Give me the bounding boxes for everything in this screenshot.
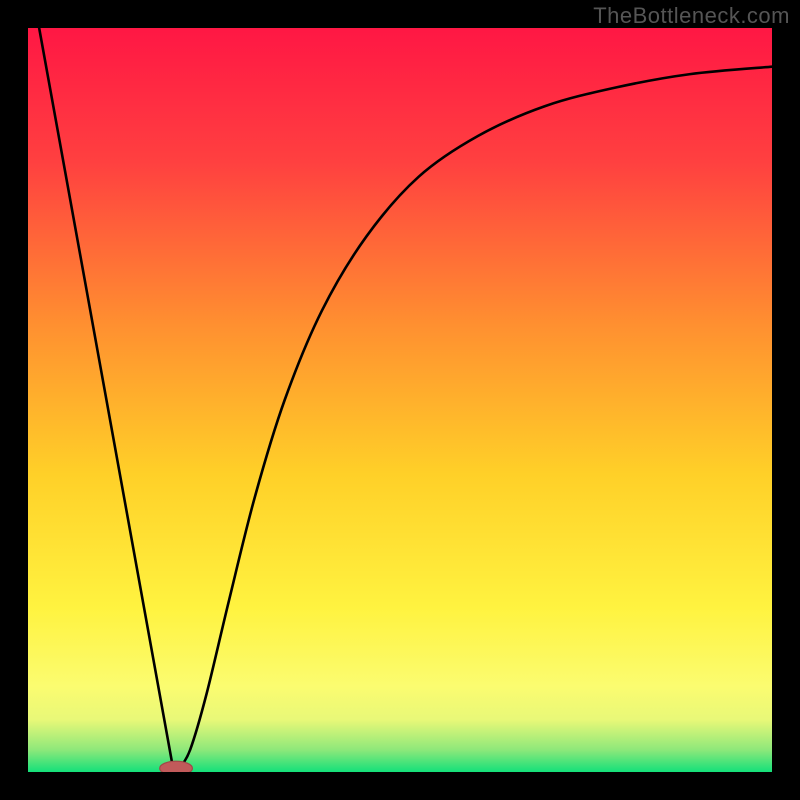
- chart-svg: [0, 0, 800, 800]
- plot-background: [28, 28, 772, 772]
- bottleneck-chart: TheBottleneck.com: [0, 0, 800, 800]
- watermark-text: TheBottleneck.com: [593, 3, 790, 29]
